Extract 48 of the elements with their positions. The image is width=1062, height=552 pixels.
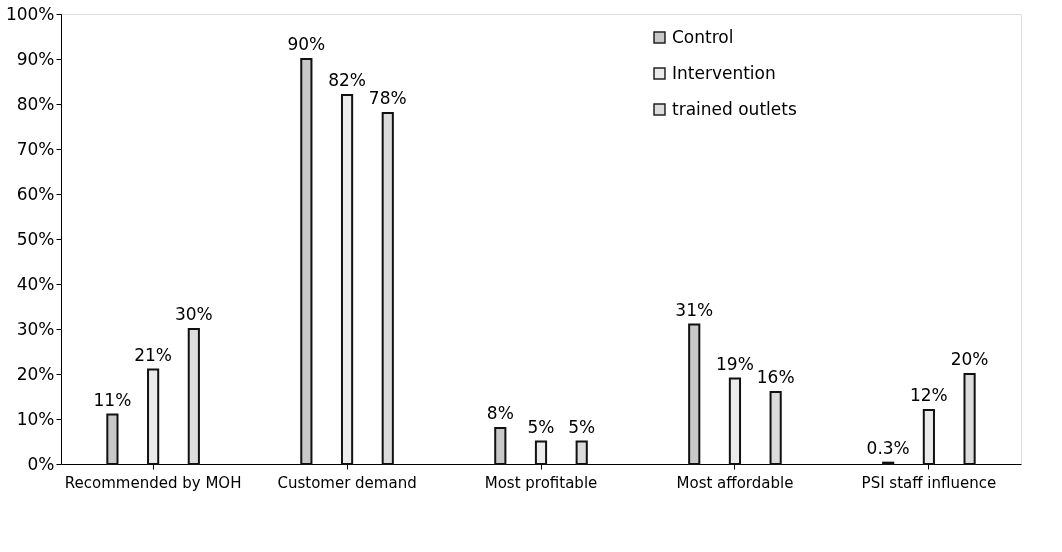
data-label: 16%	[756, 367, 795, 387]
y-tick-label: 80%	[16, 93, 55, 114]
bar	[147, 368, 160, 465]
data-label: 90%	[287, 34, 326, 54]
y-tick-label: 90%	[16, 48, 55, 69]
bar	[728, 377, 742, 465]
bar	[494, 427, 507, 465]
x-tick-label: Customer demand	[277, 473, 417, 492]
data-label: 30%	[174, 304, 213, 324]
data-label: 5%	[527, 416, 555, 437]
bar	[963, 373, 976, 465]
data-label: 20%	[950, 349, 989, 369]
y-tick-label: 10%	[16, 408, 55, 429]
x-tick-label: Most profitable	[484, 473, 598, 492]
bar	[575, 440, 588, 465]
y-tick-label: 50%	[16, 228, 55, 249]
bar	[922, 409, 935, 465]
y-tick-label: 0%	[27, 453, 55, 474]
data-label: 21%	[134, 344, 173, 365]
y-tick-label: 100%	[5, 3, 55, 24]
data-label: 31%	[675, 299, 714, 320]
y-tick-label: 60%	[16, 183, 55, 204]
bar	[340, 94, 354, 465]
y-tick-label: 30%	[16, 318, 55, 339]
x-tick-label: Recommended by MOH	[64, 473, 242, 492]
data-label: 0.3%	[866, 437, 910, 458]
data-label: 19%	[716, 353, 754, 374]
y-tick-label: 40%	[16, 273, 55, 294]
bar	[187, 328, 200, 465]
legend-label: trained outlets	[672, 98, 797, 119]
bar	[106, 413, 119, 465]
x-tick-label: PSI staff influence	[861, 473, 997, 492]
legend-label: Control	[672, 26, 734, 47]
data-label: 78%	[368, 88, 407, 108]
bar	[769, 391, 782, 465]
data-label: 8%	[486, 403, 514, 423]
y-tick-label: 70%	[16, 138, 55, 159]
data-label: 11%	[93, 389, 132, 410]
x-tick-label: Most affordable	[676, 473, 794, 492]
bar	[688, 323, 701, 465]
bar	[534, 440, 548, 465]
data-label: 12%	[909, 385, 948, 405]
bar	[300, 58, 313, 465]
legend-label: Intervention	[672, 62, 776, 83]
data-label: 82%	[328, 70, 366, 90]
y-tick-label: 20%	[16, 363, 55, 384]
data-label: 5%	[568, 416, 596, 437]
bar	[381, 112, 394, 465]
